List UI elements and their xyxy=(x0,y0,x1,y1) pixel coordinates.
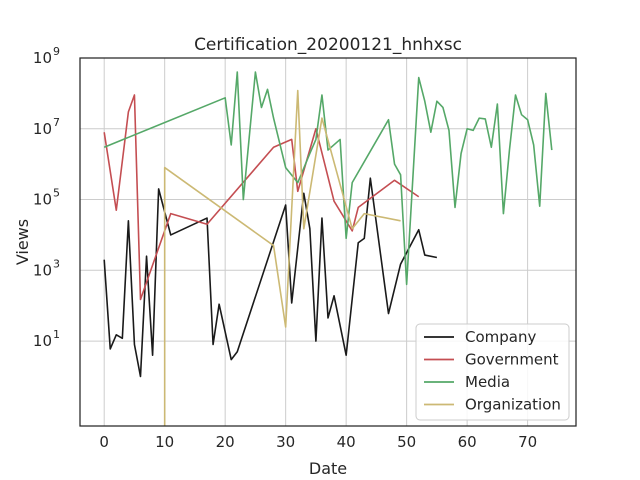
y-tick-label: 10 xyxy=(33,120,52,138)
legend-label: Government xyxy=(465,351,559,369)
series-lines xyxy=(103,71,553,426)
legend-box xyxy=(415,323,570,421)
legend-label: Organization xyxy=(465,396,561,414)
legend-label: Media xyxy=(465,373,510,391)
y-tick-exponent: 9 xyxy=(53,45,60,58)
legend-label: Company xyxy=(465,328,536,346)
x-tick-labels: 0 10 20 30 40 50 60 70 xyxy=(99,433,537,451)
y-tick-base: 10 xyxy=(33,191,52,209)
x-tick-label: 0 xyxy=(99,433,109,451)
y-tick-base: 10 xyxy=(33,120,52,138)
chart-title: Certification_20200121_hnhxsc xyxy=(194,35,462,55)
x-tick-label: 30 xyxy=(276,433,295,451)
y-tick-label: 10 xyxy=(33,49,52,67)
y-tick-label: 10 xyxy=(33,261,52,279)
y-tick-base: 10 xyxy=(33,261,52,279)
y-tick-exponent: 3 xyxy=(53,257,60,270)
x-tick-label: 50 xyxy=(397,433,416,451)
series-line-government xyxy=(103,94,420,301)
legend: Company Government Media Organization xyxy=(415,323,570,421)
y-tick-exponent: 1 xyxy=(53,328,60,341)
y-tick-base: 10 xyxy=(33,332,52,350)
series-line-organization xyxy=(163,89,401,426)
series-line-media xyxy=(103,71,553,286)
y-tick-base: 10 xyxy=(33,49,52,67)
y-tick-label: 10 xyxy=(33,332,52,350)
x-tick-label: 60 xyxy=(458,433,477,451)
x-tick-label: 20 xyxy=(216,433,235,451)
y-tick-exponent: 7 xyxy=(53,116,60,129)
x-tick-label: 10 xyxy=(155,433,174,451)
x-tick-label: 40 xyxy=(337,433,356,451)
plot-frame xyxy=(79,57,577,427)
x-axis-title: Date xyxy=(309,459,347,478)
series-line-company xyxy=(103,177,438,378)
y-tick-exponent: 5 xyxy=(53,187,60,200)
y-axis-title: Views xyxy=(13,219,32,265)
x-tick-label: 70 xyxy=(518,433,537,451)
y-tick-label: 10 xyxy=(33,191,52,209)
